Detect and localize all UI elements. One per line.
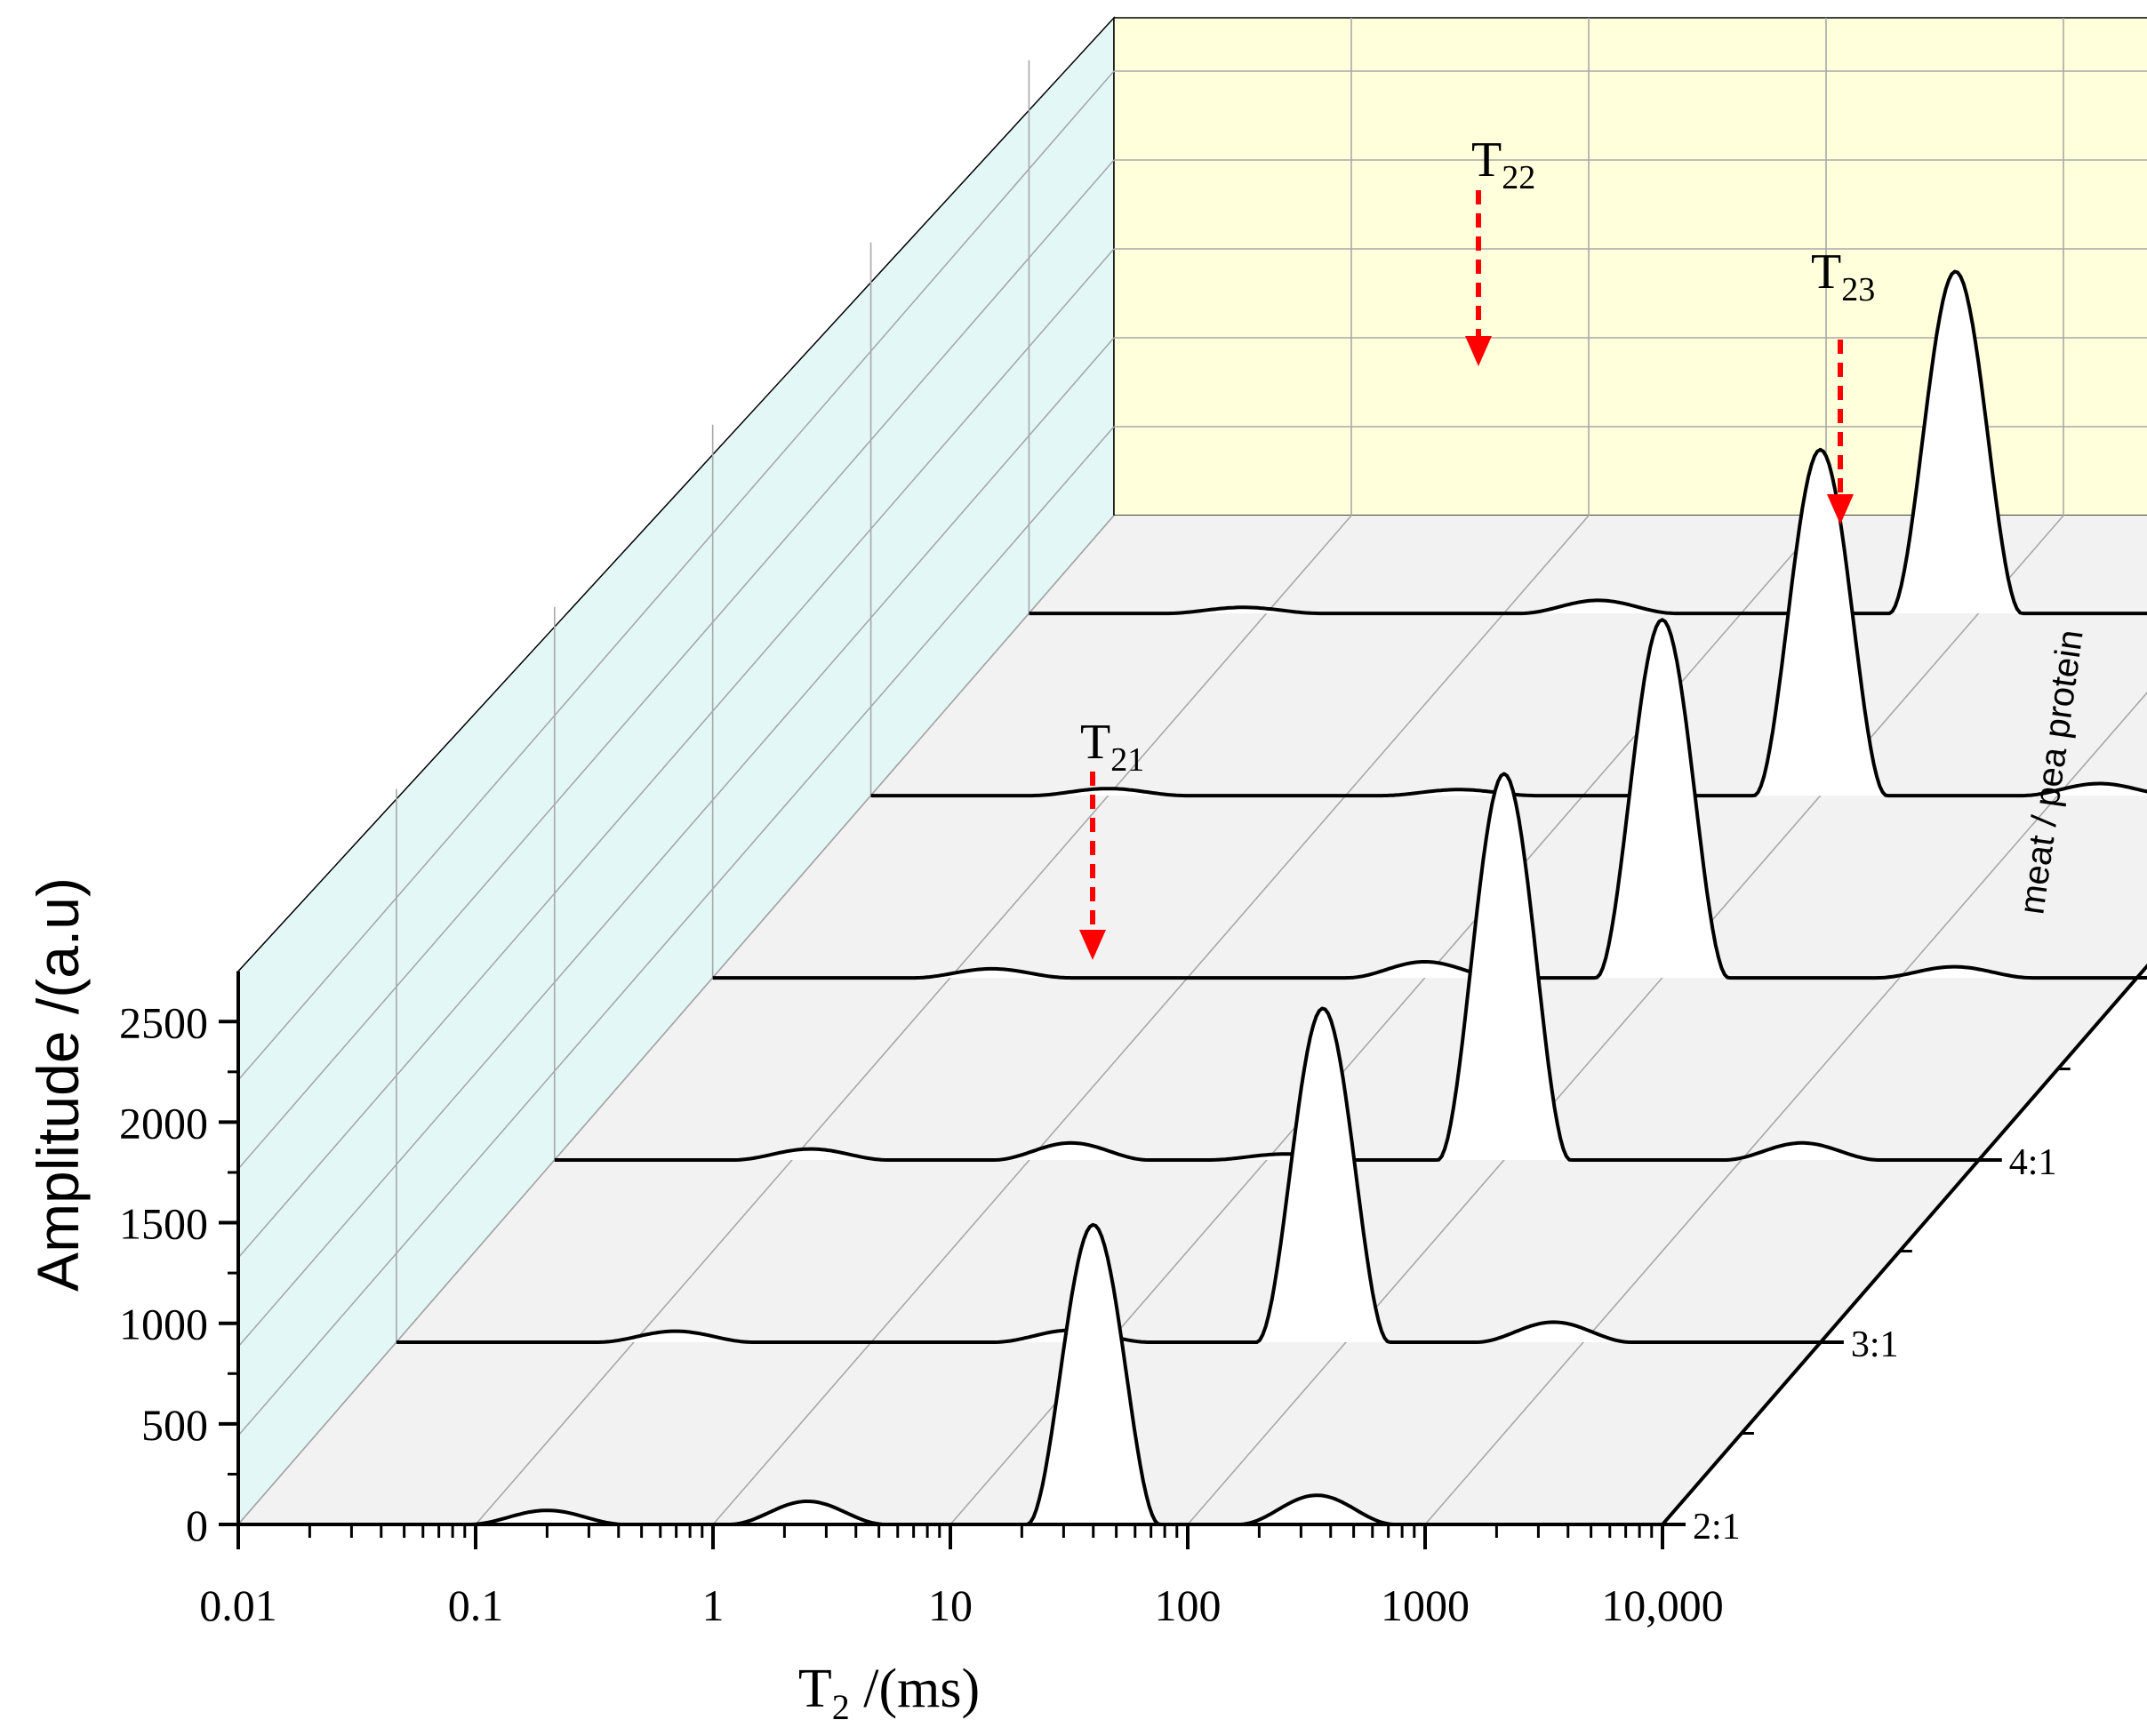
side-wall-gridline-diagonal [237, 337, 1115, 1348]
chart-annotations: T21 T22 T23 [1079, 132, 1875, 960]
side-wall-gridline-diagonal [237, 159, 1115, 1170]
x-tick-label: 10 [928, 1580, 973, 1630]
floor-gridline [712, 515, 1590, 1525]
series-line-6:1 [870, 447, 2147, 798]
x-tick-label: 1 [702, 1580, 725, 1630]
series-fill-6:1 [870, 449, 2147, 796]
depth-axis-line [1661, 963, 2147, 1526]
annotation-label-T22: T22 [1471, 132, 1535, 196]
x-tick-label: 100 [1155, 1580, 1222, 1630]
x-tick-label: 10,000 [1601, 1580, 1724, 1630]
x-axis-title: T2 /(ms) [798, 1659, 980, 1727]
x-tick-label: 1000 [1381, 1580, 1470, 1630]
y-tick-label: 2000 [119, 1098, 208, 1148]
back-wall [1113, 17, 2147, 516]
x-tick-label: 0.1 [448, 1580, 504, 1630]
floor-gridline [1187, 515, 2064, 1525]
annotation-arrow-head-T23 [1827, 494, 1854, 524]
annotation-arrow-head-T21 [1079, 930, 1106, 960]
y-tick-label: 500 [141, 1400, 208, 1450]
floor-gridline [1424, 692, 2147, 1525]
category-label-2:1: 2:1 [1693, 1507, 1741, 1548]
floor-gridline [237, 515, 1115, 1525]
y-tick-label: 1500 [119, 1199, 208, 1249]
chart-gridlines [237, 18, 2147, 1525]
side-wall-gridline-diagonal [237, 426, 1115, 1436]
series-line-5:1 [712, 618, 2137, 980]
category-label-3:1: 3:1 [1851, 1324, 1899, 1365]
y-tick-label: 2500 [119, 997, 208, 1047]
side-wall-gridline-diagonal [237, 248, 1115, 1259]
y-axis-title: Amplitude /(a.u) [25, 877, 91, 1292]
annotation-arrow-head-T22 [1465, 336, 1492, 366]
y-tick-label: 1000 [119, 1300, 208, 1349]
category-label-4:1: 4:1 [2009, 1142, 2057, 1183]
x-tick-label: 0.01 [199, 1580, 277, 1630]
annotation-label-T21: T21 [1080, 715, 1144, 779]
y-tick-label: 0 [186, 1500, 208, 1550]
side-wall-gridline-diagonal [237, 70, 1115, 1081]
chart-labels: 0.01 0.1 1 10 100 1000 10,000 0 500 1000 1500 2000 2… [25, 628, 2091, 1727]
series-line-7:1 [1029, 269, 2147, 616]
annotation-label-T23: T23 [1811, 244, 1875, 308]
series-line-4:1 [554, 772, 1979, 1162]
chart-axes [219, 963, 2147, 1549]
floor-gridline [475, 515, 1352, 1525]
